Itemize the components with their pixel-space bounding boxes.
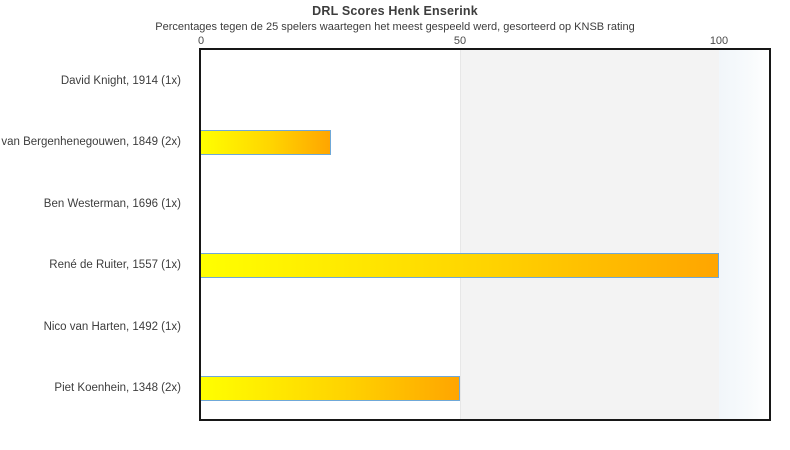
shaded-band-50-100 — [460, 50, 720, 419]
x-tick-label-100: 100 — [709, 35, 729, 47]
category-axis: David Knight, 1914 (1x) van Bergenhenego… — [0, 50, 190, 419]
x-tick-label-50: 50 — [453, 35, 467, 47]
plot-area — [199, 48, 771, 421]
category-label: René de Ruiter, 1557 (1x) — [49, 259, 181, 272]
category-label: van Bergenhenegouwen, 1849 (2x) — [1, 136, 181, 149]
category-label: Piet Koenhein, 1348 (2x) — [54, 382, 181, 395]
shaded-band-over-100 — [719, 50, 769, 419]
x-tick-label-0: 0 — [197, 35, 205, 47]
bar-van-bergenhenegouwen — [201, 129, 331, 155]
category-label: David Knight, 1914 (1x) — [60, 74, 181, 87]
x-axis: 0 50 100 — [0, 35, 790, 48]
bar-piet-koenhein — [201, 375, 460, 401]
category-label: Nico van Harten, 1492 (1x) — [43, 320, 181, 333]
chart-title: DRL Scores Henk Enserink — [312, 4, 478, 18]
bar-rene-de-ruiter — [201, 252, 719, 278]
chart-subtitle: Percentages tegen de 25 spelers waartege… — [155, 21, 635, 33]
category-label: Ben Westerman, 1696 (1x) — [43, 197, 181, 210]
